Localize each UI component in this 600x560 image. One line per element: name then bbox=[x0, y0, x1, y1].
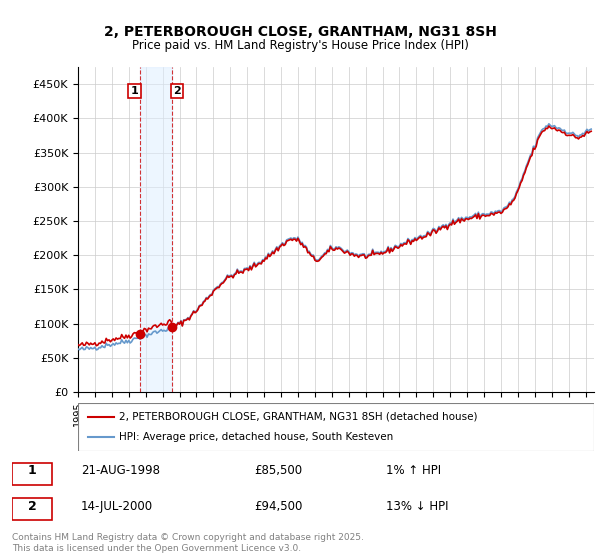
Text: Contains HM Land Registry data © Crown copyright and database right 2025.
This d: Contains HM Land Registry data © Crown c… bbox=[12, 533, 364, 553]
Text: 13% ↓ HPI: 13% ↓ HPI bbox=[386, 500, 449, 512]
Text: 2: 2 bbox=[28, 500, 37, 512]
FancyBboxPatch shape bbox=[78, 403, 594, 451]
Text: 1: 1 bbox=[131, 86, 139, 96]
Text: HPI: Average price, detached house, South Kesteven: HPI: Average price, detached house, Sout… bbox=[119, 432, 394, 442]
Text: Price paid vs. HM Land Registry's House Price Index (HPI): Price paid vs. HM Land Registry's House … bbox=[131, 39, 469, 52]
Text: £94,500: £94,500 bbox=[254, 500, 302, 512]
Bar bbox=[140, 67, 172, 392]
Text: 21-AUG-1998: 21-AUG-1998 bbox=[81, 464, 160, 477]
FancyBboxPatch shape bbox=[12, 463, 52, 485]
Text: 14-JUL-2000: 14-JUL-2000 bbox=[81, 500, 153, 512]
Text: 2, PETERBOROUGH CLOSE, GRANTHAM, NG31 8SH (detached house): 2, PETERBOROUGH CLOSE, GRANTHAM, NG31 8S… bbox=[119, 412, 478, 422]
FancyBboxPatch shape bbox=[12, 498, 52, 520]
Text: 2: 2 bbox=[173, 86, 181, 96]
Text: 2, PETERBOROUGH CLOSE, GRANTHAM, NG31 8SH: 2, PETERBOROUGH CLOSE, GRANTHAM, NG31 8S… bbox=[104, 25, 496, 39]
Text: 1% ↑ HPI: 1% ↑ HPI bbox=[386, 464, 442, 477]
Text: £85,500: £85,500 bbox=[254, 464, 302, 477]
Text: 1: 1 bbox=[28, 464, 37, 477]
